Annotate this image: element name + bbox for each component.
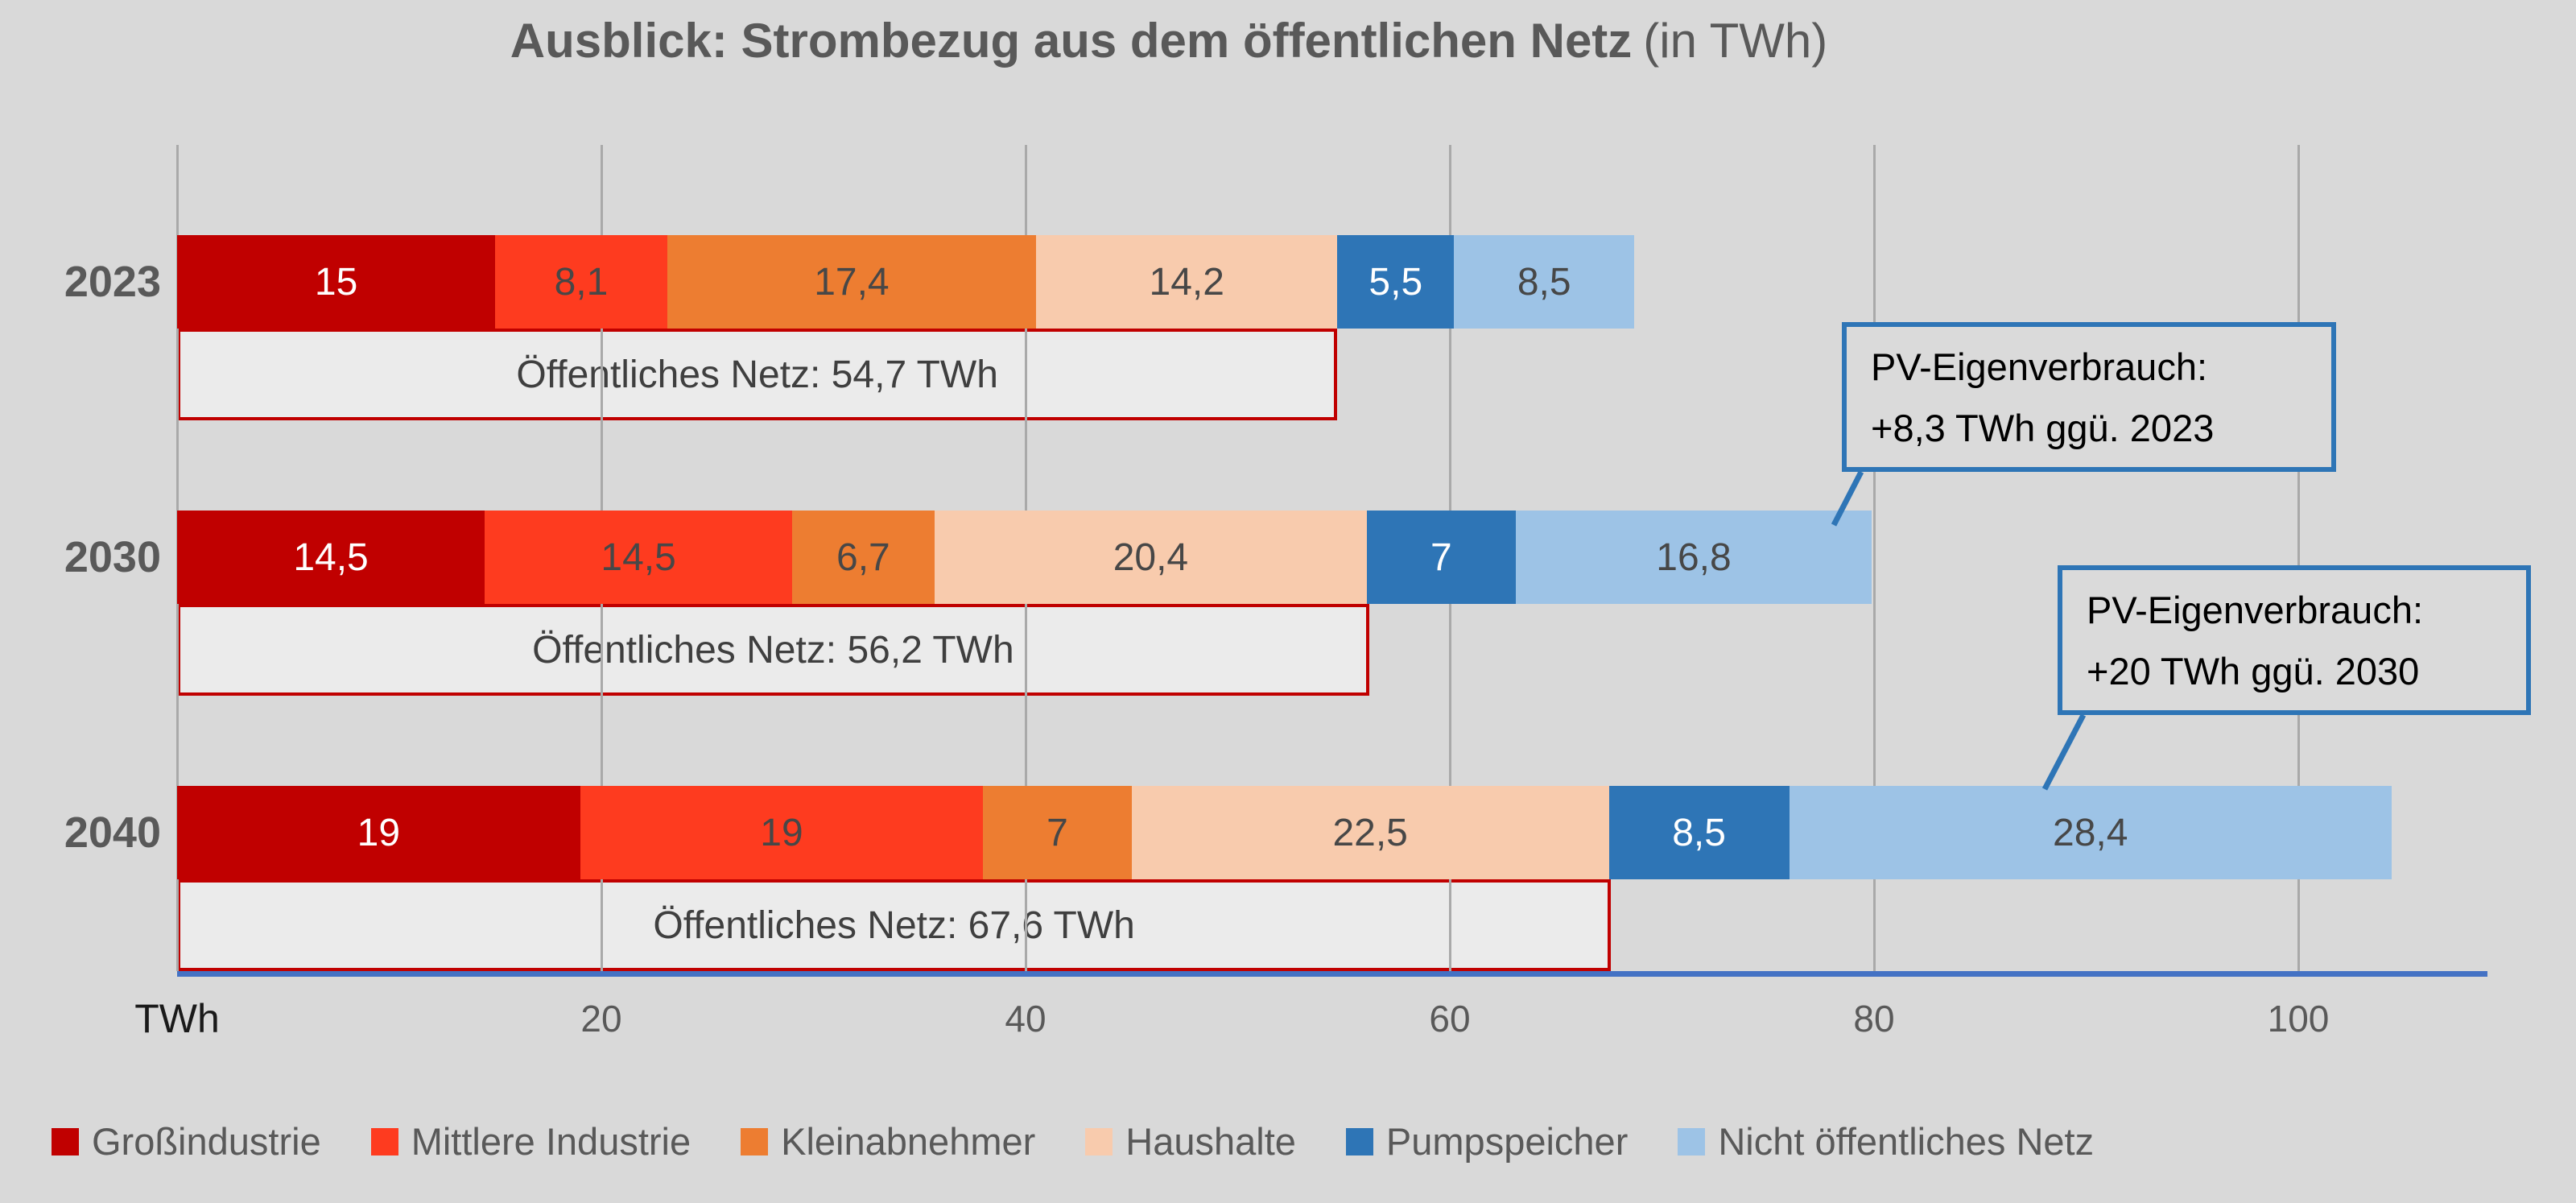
bar-segment-label: 7 [1430, 535, 1452, 579]
gridline-100 [2297, 145, 2300, 971]
callout-line: +20 TWh ggü. 2030 [2087, 650, 2420, 692]
x-axis-line [177, 971, 2487, 977]
legend-item-pumpspeicher: Pumpspeicher [1345, 1119, 1629, 1164]
legend-label: Kleinabnehmer [781, 1120, 1036, 1163]
axis-tick-40: 40 [1005, 998, 1046, 1040]
legend-label: Großindustrie [92, 1120, 321, 1163]
bar-segment: 22,5 [1131, 786, 1609, 879]
bar-segment-label: 14,5 [293, 535, 369, 579]
axis-tick-20: 20 [580, 998, 622, 1040]
bar-segment-label: 16,8 [1656, 535, 1732, 579]
callout-pv-2040: PV-Eigenverbrauch: +20 TWh ggü. 2030 [2058, 565, 2531, 715]
bar-segment: 8,5 [1454, 235, 1635, 329]
bar-segment-label: 15 [314, 260, 358, 304]
legend-swatch [1085, 1127, 1113, 1155]
legend-swatch [741, 1127, 769, 1155]
bar-segment-label: 5,5 [1368, 260, 1423, 304]
legend-label: Haushalte [1125, 1120, 1296, 1163]
bar-segment: 17,4 [667, 235, 1037, 329]
net-box-label: Öffentliches Netz: 56,2 TWh [532, 628, 1014, 672]
bar-segment: 28,4 [1789, 786, 2392, 879]
legend-label: Pumpspeicher [1385, 1120, 1629, 1163]
year-label-2030: 2030 [64, 533, 161, 581]
legend-swatch [370, 1127, 398, 1155]
bar-segment: 14,2 [1036, 235, 1338, 329]
callout-line: +8,3 TWh ggü. 2023 [1871, 407, 2215, 449]
legend-label: Mittlere Industrie [411, 1120, 691, 1163]
bar-segment-label: 19 [357, 811, 401, 854]
bar-segment: 19 [580, 786, 984, 879]
bar-segment-label: 6,7 [836, 535, 890, 579]
legend-item-haushalte: Haushalte [1085, 1119, 1296, 1164]
callout-line: PV-Eigenverbrauch: [2087, 589, 2424, 631]
net-box-label: Öffentliches Netz: 67,6 TWh [653, 903, 1135, 947]
bar-row-2023: 15 8,1 17,4 14,2 5,5 8,5 [177, 235, 1635, 329]
axis-tick-100: 100 [2267, 998, 2330, 1040]
bar-segment-label: 17,4 [814, 260, 890, 304]
net-box-2023: Öffentliches Netz: 54,7 TWh [177, 329, 1338, 420]
bar-segment: 7 [983, 786, 1132, 879]
bar-segment: 8,5 [1608, 786, 1790, 879]
bar-segment-label: 22,5 [1332, 811, 1408, 854]
leader-line-2040 [2041, 713, 2087, 791]
bar-segment-label: 14,2 [1149, 260, 1224, 304]
bar-segment-label: 19 [760, 811, 803, 854]
bar-segment: 14,5 [485, 511, 793, 604]
bar-segment: 7 [1367, 511, 1516, 604]
legend-item-gro-industrie: Großindustrie [52, 1119, 321, 1164]
callout-line: PV-Eigenverbrauch: [1871, 345, 2208, 388]
axis-tick-80: 80 [1853, 998, 1895, 1040]
chart-title: Ausblick: Strombezug aus dem öffentliche… [0, 13, 2338, 68]
legend-label: Nicht öffentliches Netz [1718, 1120, 2095, 1163]
bar-segment-label: 7 [1046, 811, 1068, 854]
axis-unit-label: TWh [134, 996, 220, 1041]
bar-row-2030: 14,5 14,5 6,7 20,4 7 16,8 [177, 511, 1872, 604]
bar-segment-label: 8,1 [554, 260, 609, 304]
legend-item-kleinabnehmer: Kleinabnehmer [741, 1119, 1035, 1164]
bar-segment: 19 [177, 786, 580, 879]
bar-segment: 15 [177, 235, 496, 329]
year-label-2040: 2040 [64, 808, 161, 857]
legend-swatch [52, 1127, 79, 1155]
legend-item-nicht-ffentliches-netz: Nicht öffentliches Netz [1678, 1119, 2094, 1164]
net-box-2030: Öffentliches Netz: 56,2 TWh [177, 604, 1369, 696]
bar-segment: 6,7 [792, 511, 935, 604]
legend-swatch [1678, 1127, 1706, 1155]
bar-segment: 20,4 [934, 511, 1368, 604]
bar-segment: 8,1 [495, 235, 667, 329]
bar-segment-label: 8,5 [1517, 260, 1571, 304]
year-label-2023: 2023 [64, 258, 161, 306]
axis-tick-60: 60 [1429, 998, 1471, 1040]
bar-segment-label: 28,4 [2053, 811, 2128, 854]
chart-title-suffix: (in TWh) [1643, 14, 1828, 68]
gridline-80 [1873, 145, 1876, 971]
callout-pv-2030: PV-Eigenverbrauch: +8,3 TWh ggü. 2023 [1842, 322, 2336, 472]
bar-segment-label: 8,5 [1672, 811, 1726, 854]
chart-legend: Großindustrie Mittlere Industrie Kleinabne… [52, 1119, 2094, 1164]
legend-swatch [1345, 1127, 1373, 1155]
net-box-label: Öffentliches Netz: 54,7 TWh [516, 353, 998, 396]
bar-segment: 16,8 [1515, 511, 1872, 604]
legend-item-mittlere-industrie: Mittlere Industrie [370, 1119, 691, 1164]
bar-row-2040: 19 19 7 22,5 8,5 28,4 [177, 786, 2392, 879]
chart-title-main: Ausblick: Strombezug aus dem öffentliche… [510, 14, 1633, 68]
bar-segment: 5,5 [1337, 235, 1455, 329]
bar-segment-label: 20,4 [1113, 535, 1189, 579]
bar-segment-label: 14,5 [601, 535, 676, 579]
bar-segment: 14,5 [177, 511, 485, 604]
net-box-2040: Öffentliches Netz: 67,6 TWh [177, 879, 1612, 971]
